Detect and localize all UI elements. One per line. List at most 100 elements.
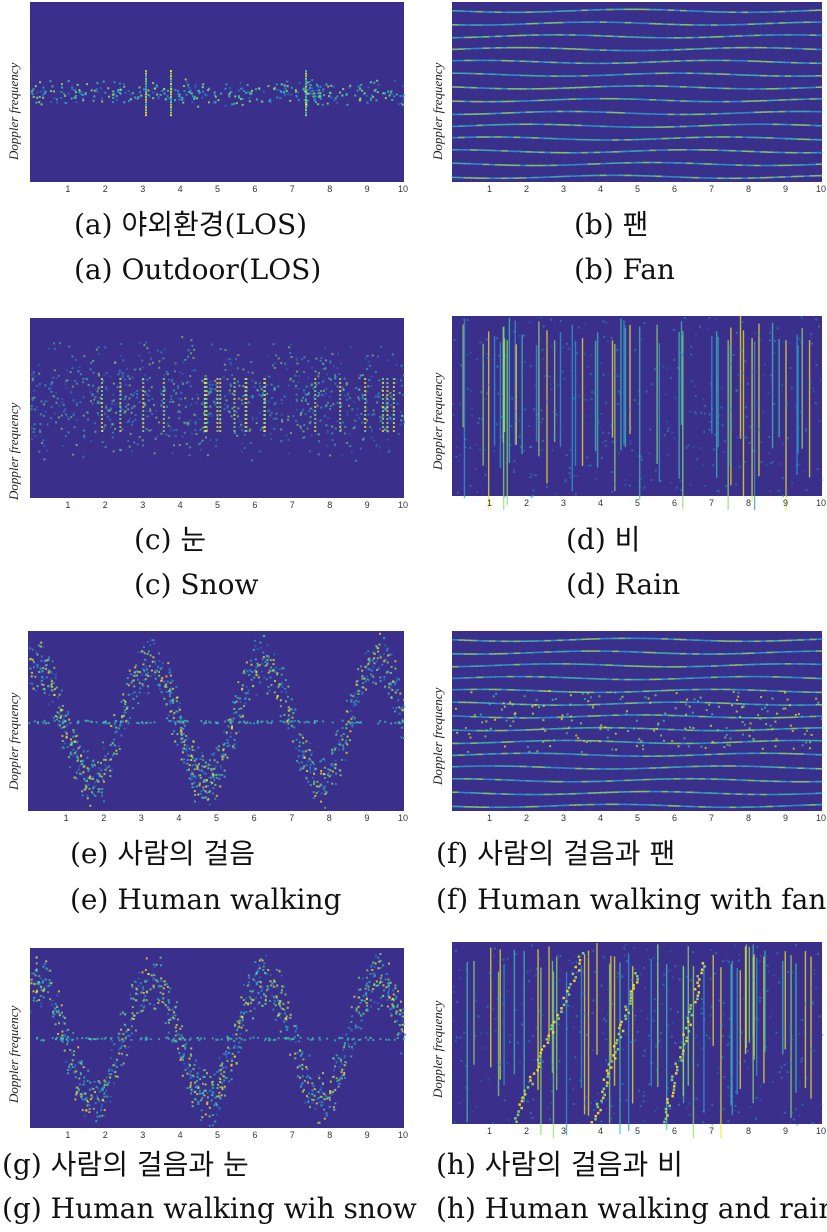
spectro-point-123 <box>731 423 734 426</box>
spectro-point-367 <box>495 716 502 719</box>
spectro-point-625 <box>81 794 84 797</box>
spectro-point-47 <box>72 399 75 402</box>
spectro-point-196 <box>268 100 271 103</box>
spectro-point-488 <box>501 741 508 743</box>
spectro-point-691 <box>196 785 199 788</box>
spectro-point-317 <box>556 704 564 706</box>
spectro-point-393 <box>655 714 663 716</box>
spectro-point-727 <box>495 793 502 795</box>
spectro-point-909 <box>216 414 219 416</box>
spectro-point-1146 <box>204 410 207 412</box>
spectro-point-507 <box>71 385 74 388</box>
spectro-point-417 <box>569 448 572 451</box>
spectro-point-792 <box>170 426 173 429</box>
spectro-point-535 <box>791 110 798 113</box>
spectro-point-589 <box>66 415 69 418</box>
spectro-point-23 <box>538 321 540 457</box>
spectro-point-627 <box>618 768 626 770</box>
spectro-point-516 <box>189 403 192 406</box>
spectro-point-537 <box>803 110 811 113</box>
spectro-point-675 <box>544 151 552 154</box>
spectro-point-202 <box>554 413 557 416</box>
spectro-point-81 <box>145 341 148 344</box>
spectro-point-467 <box>741 100 749 103</box>
spectro-point-400 <box>698 86 706 89</box>
spectro-point-285 <box>729 59 737 62</box>
spectro-point-221 <box>172 389 175 392</box>
spectro-point-406 <box>120 409 123 412</box>
spectro-point-107 <box>127 90 130 93</box>
spectro-point-255 <box>544 61 552 63</box>
spectro-point-174 <box>503 495 506 498</box>
spectro-point-329 <box>385 396 388 399</box>
spectro-point-707 <box>741 779 749 782</box>
spectro-point-798 <box>563 175 570 178</box>
spectro-point-389 <box>638 389 641 392</box>
spectro-point-7 <box>682 331 684 509</box>
spectro-point-989 <box>381 398 384 400</box>
spectro-point-806 <box>358 416 361 419</box>
spectro-point-72 <box>526 651 533 654</box>
spectro-point-1213 <box>63 720 66 723</box>
spectro-point-770 <box>58 724 61 727</box>
spectro-point-350 <box>202 786 205 789</box>
spectro-point-41 <box>704 639 712 642</box>
spectro-point-329 <box>630 702 638 704</box>
spectro-point-1168 <box>287 722 290 725</box>
spectro-point-15 <box>151 397 154 400</box>
spectro-point-82 <box>523 334 526 337</box>
spectro-point-101 <box>704 24 712 26</box>
spectro-point-603 <box>470 136 478 138</box>
spectrogram-panel-b: Doppler frequency 1 2 3 4 5 6 7 8 9 10 (b) 팬 (b) … <box>414 0 827 300</box>
spectro-point-1061 <box>345 710 348 713</box>
spectro-point-238 <box>112 382 115 385</box>
spectro-point-661 <box>458 777 465 780</box>
spectro-point-143 <box>53 412 56 415</box>
spectro-point-15 <box>234 95 237 98</box>
spectro-point-546 <box>489 124 496 126</box>
spectro-point-193 <box>532 46 539 49</box>
spectro-point-121 <box>269 101 272 104</box>
spectro-point-477 <box>803 727 811 729</box>
spectro-point-28 <box>45 664 48 667</box>
spectro-point-264 <box>600 62 607 65</box>
spectro-point-579 <box>692 125 700 127</box>
spectro-point-46 <box>735 640 743 643</box>
spectro-point-538 <box>320 406 323 409</box>
spectro-point-874 <box>224 349 227 352</box>
spectro-point-503 <box>593 740 601 742</box>
spectro-point-648 <box>748 765 755 768</box>
spectro-point-202 <box>148 95 151 98</box>
spectro-point-346 <box>242 368 245 371</box>
spectro-point-465 <box>729 729 737 732</box>
spectro-point-64 <box>64 94 67 97</box>
spectro-point-582 <box>711 124 718 127</box>
spectro-point-3 <box>482 343 484 466</box>
spectro-point-1032 <box>219 402 222 404</box>
spectro-point-624 <box>600 139 607 141</box>
spectro-point-486 <box>225 399 228 402</box>
spectro-point-331 <box>643 72 650 75</box>
spectro-point-349 <box>754 74 761 77</box>
spectro-point-855 <box>403 698 406 701</box>
spectro-point-822 <box>350 698 353 701</box>
spectro-point-20 <box>377 83 380 86</box>
spectro-point-619 <box>569 138 576 141</box>
spectro-point-246 <box>318 785 321 788</box>
spectro-point-616 <box>164 704 167 707</box>
spectro-point-233 <box>327 85 330 88</box>
spectro-point-157 <box>680 36 687 39</box>
spectro-point-589 <box>38 644 41 647</box>
spectro-point-239 <box>815 48 823 51</box>
spectro-point-49 <box>754 11 761 14</box>
spectro-point-430 <box>713 448 716 451</box>
spectro-point-105 <box>44 410 47 413</box>
spectro-point-215 <box>298 82 301 85</box>
spectro-point-722 <box>464 791 471 794</box>
spectro-point-869 <box>326 431 329 434</box>
spectro-point-324 <box>455 446 458 449</box>
spectro-point-208 <box>624 678 632 681</box>
spectro-point-73 <box>532 22 539 25</box>
spectro-point-658 <box>292 740 295 743</box>
spectro-point-1214 <box>314 719 317 722</box>
